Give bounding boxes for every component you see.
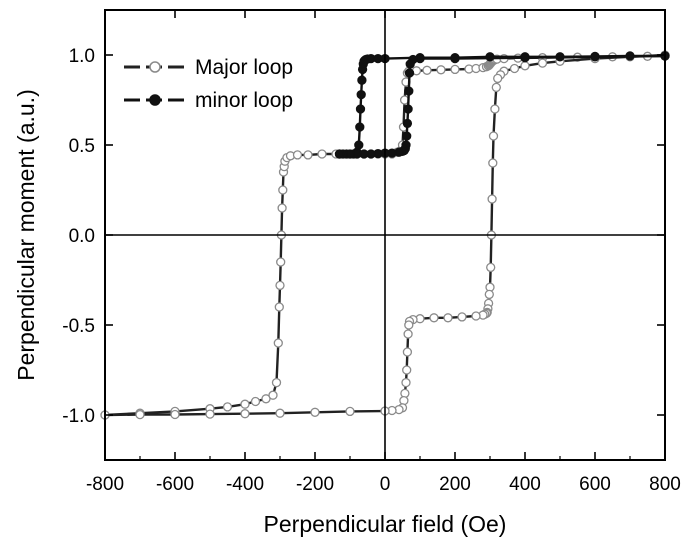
data-point: [240, 399, 250, 409]
data-point: [356, 89, 366, 100]
data-point: [404, 320, 414, 330]
data-point: [222, 402, 233, 412]
data-point: [273, 338, 283, 348]
x-tick-label: 800: [649, 474, 681, 495]
data-point: [357, 75, 367, 85]
legend-label-major-loop: Major loop: [195, 56, 293, 79]
data-point: [135, 409, 145, 420]
data-point: [278, 185, 288, 195]
zero-lines: [105, 10, 665, 460]
data-point: [317, 149, 327, 159]
x-tick-label: -200: [296, 474, 334, 495]
data-point: [486, 262, 496, 273]
data-point: [537, 58, 548, 68]
x-tick-label: -400: [226, 474, 264, 495]
data-point: [268, 390, 278, 400]
data-point: [520, 61, 530, 71]
legend-marker: [149, 94, 161, 106]
data-point: [275, 408, 285, 418]
data-point: [240, 409, 250, 419]
data-point: [303, 150, 313, 160]
x-tick-label: 600: [579, 474, 611, 495]
data-point: [422, 65, 432, 75]
data-point: [457, 312, 467, 322]
data-point: [488, 131, 499, 141]
x-tick-label: 200: [439, 474, 471, 495]
data-point: [405, 59, 415, 69]
data-point: [402, 365, 412, 375]
data-point: [250, 396, 261, 407]
x-tick-label: 400: [509, 474, 541, 495]
x-tick-label: 0: [380, 474, 391, 495]
data-point: [271, 377, 282, 388]
data-point: [170, 409, 180, 420]
data-point: [450, 53, 460, 64]
data-point: [310, 407, 320, 417]
data-point: [487, 194, 497, 204]
x-axis-title: Perpendicular field (Oe): [264, 511, 507, 537]
legend-item-major-loop: [124, 61, 186, 73]
data-point: [509, 63, 520, 74]
data-point: [590, 52, 600, 62]
y-tick-label: -0.5: [62, 316, 95, 337]
data-point: [277, 203, 287, 213]
data-point: [401, 377, 411, 388]
data-point: [402, 118, 413, 129]
data-point: [490, 104, 500, 114]
axis-ticks: -800 -600 -400 -200 0 200 400 600 800 -1.0 -0.5 0.0…: [62, 10, 681, 495]
data-point: [261, 394, 271, 404]
data-point: [443, 313, 453, 323]
x-tick-label: -600: [156, 474, 194, 495]
y-tick-label: 0.0: [69, 226, 95, 247]
data-point: [402, 347, 413, 357]
data-point: [355, 122, 365, 132]
legend-item-minor-loop: [124, 94, 186, 106]
legend: Major loop minor loop: [124, 56, 293, 112]
data-point: [205, 409, 215, 419]
y-tick-label: 0.5: [69, 136, 95, 157]
data-point: [436, 65, 446, 75]
y-tick-label: -1.0: [62, 406, 95, 427]
data-point: [404, 86, 414, 96]
data-point: [274, 302, 284, 312]
data-point: [292, 150, 303, 160]
data-point: [275, 280, 285, 291]
data-point: [402, 131, 412, 141]
data-point: [354, 140, 364, 150]
data-point: [403, 104, 413, 114]
data-point: [471, 311, 481, 321]
data-point: [334, 149, 345, 159]
data-point: [429, 313, 439, 323]
data-point: [404, 68, 415, 78]
y-axis-title: Perpendicular moment (a.u.): [13, 89, 39, 380]
y-tick-label: 1.0: [69, 46, 95, 67]
data-point: [484, 289, 494, 300]
legend-label-minor-loop: minor loop: [195, 89, 293, 112]
data-point: [491, 82, 501, 93]
data-point: [450, 64, 460, 75]
data-point: [493, 73, 503, 84]
data-point: [345, 406, 355, 417]
legend-marker: [149, 61, 161, 73]
x-tick-label: -800: [86, 474, 124, 495]
data-point: [403, 329, 413, 339]
data-point: [485, 52, 495, 62]
data-point: [520, 53, 530, 63]
data-point: [276, 257, 286, 267]
data-point: [488, 158, 498, 168]
data-point: [355, 104, 366, 114]
